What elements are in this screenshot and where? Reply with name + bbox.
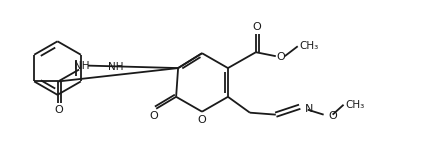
Text: CH₃: CH₃ <box>345 100 364 110</box>
Text: O: O <box>252 22 261 32</box>
Text: O: O <box>329 111 338 121</box>
Text: O: O <box>150 111 159 121</box>
Text: O: O <box>198 115 206 125</box>
Text: N: N <box>305 104 313 114</box>
Text: O: O <box>55 105 64 115</box>
Text: CH₃: CH₃ <box>299 41 318 51</box>
Text: NH: NH <box>74 61 90 71</box>
Text: O: O <box>276 52 285 62</box>
Text: NH: NH <box>109 62 124 72</box>
